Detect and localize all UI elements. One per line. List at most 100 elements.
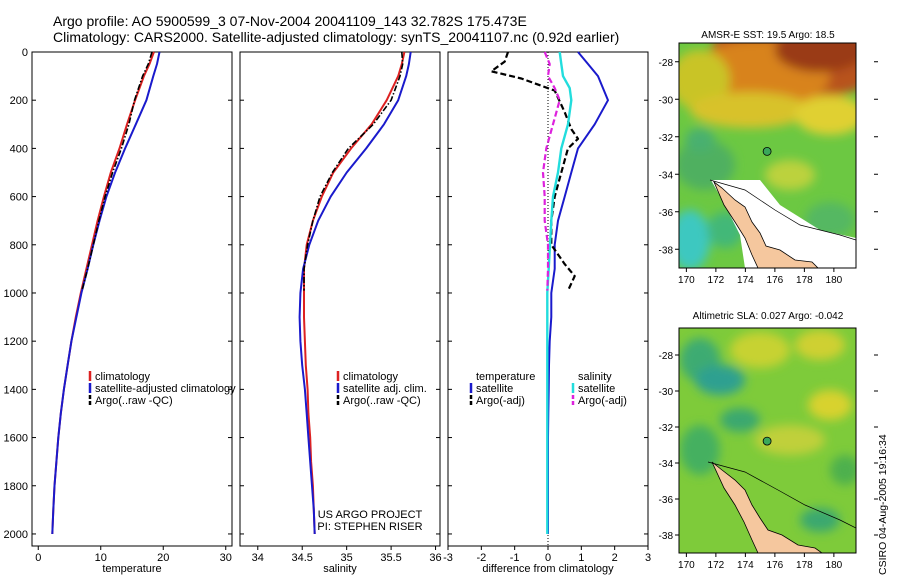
map-x-tick-label: 174	[737, 275, 754, 286]
x-tick-label: 34.5	[292, 552, 313, 564]
temperature-panel: 0 200 400 600 800 1000 1200 1400 1600 1800 2000 0 1…	[4, 47, 237, 575]
sla-map-frame	[678, 327, 857, 554]
x-tick-label: 10	[95, 552, 107, 564]
legend-label: satellite-adjusted climatology	[95, 383, 236, 395]
legend-label: climatology	[343, 371, 399, 383]
series-line-temperature-argo-adj-	[490, 51, 580, 292]
salinity-xlabel: salinity	[323, 563, 357, 575]
y-tick-label: 1200	[4, 336, 28, 348]
series-line-salinity-satellite	[546, 51, 573, 534]
temperature-series	[51, 51, 161, 535]
difference-series	[490, 51, 609, 534]
x-tick-label: 34	[252, 552, 264, 564]
series-line-salinity-argo-adj-	[541, 51, 561, 291]
map-y-tick-label: -36	[659, 208, 674, 219]
figure-header: Argo profile: AO 5900599_3 07-Nov-2004 2…	[53, 13, 619, 45]
sst-field	[679, 43, 856, 268]
x-tick-label: 3	[645, 552, 651, 564]
sla-map: 170 172 174 176 178 180 -28 -30 -32 -34 -36 -38	[659, 327, 878, 571]
y-tick-label: 2000	[4, 529, 28, 541]
series-line-satellite-adj-clim-	[298, 51, 412, 535]
y-tick-label: 400	[10, 143, 28, 155]
map-x-tick-label: 178	[796, 560, 813, 571]
salinity-series	[298, 51, 412, 535]
x-tick-label: -2	[476, 552, 486, 564]
difference-panel: -3 -2 -1 0 1 2 3 difference from climatology t…	[443, 51, 651, 575]
y-tick-label: 1400	[4, 384, 28, 396]
sst-float-marker	[762, 146, 772, 156]
profile-title: Argo profile: AO 5900599_3 07-Nov-2004 2…	[53, 13, 527, 29]
map-x-tick-label: 170	[678, 275, 695, 286]
y-tick-label: 1000	[4, 288, 28, 300]
x-tick-label: 0	[545, 552, 551, 564]
map-x-tick-label: 170	[678, 560, 695, 571]
sst-map-title: AMSR-E SST: 19.5 Argo: 18.5	[701, 30, 835, 41]
x-tick-label: 35	[341, 552, 353, 564]
sst-depth-contour	[709, 179, 856, 241]
map-y-tick-label: -34	[659, 170, 674, 181]
map-x-tick-label: 180	[826, 275, 843, 286]
sst-map: 170 172 174 176 178 180 -28 -30 -32 -34 -36 -38	[659, 42, 878, 286]
series-line-argo-raw-qc-	[81, 51, 153, 291]
map-y-tick-label: -36	[659, 495, 674, 506]
legend-label: satellite	[578, 383, 615, 395]
salinity-axis: 34 34.5 35 35.5 36	[252, 546, 442, 564]
map-y-tick-label: -32	[659, 423, 674, 434]
sst-landmass	[713, 180, 819, 268]
map-x-tick-label: 178	[796, 275, 813, 286]
x-tick-label: -1	[510, 552, 520, 564]
sla-map-title: Altimetric SLA: 0.027 Argo: -0.042	[693, 311, 844, 322]
x-tick-label: 35.5	[380, 552, 401, 564]
legend-label: satellite	[476, 383, 513, 395]
difference-depth-ticks	[448, 51, 648, 535]
series-line-argo-raw-qc-	[303, 51, 404, 291]
pi-label: PI: STEPHEN RISER	[317, 521, 422, 533]
map-x-tick-label: 172	[708, 560, 725, 571]
map-x-tick-label: 174	[737, 560, 754, 571]
temperature-axis: 0 10 20 30	[35, 546, 232, 564]
x-tick-label: 2	[612, 552, 618, 564]
map-x-tick-label: 172	[708, 275, 725, 286]
map-y-tick-label: -30	[659, 387, 674, 398]
map-y-tick-label: -28	[659, 58, 674, 69]
y-tick-label: 0	[22, 47, 28, 59]
legend-label: climatology	[95, 371, 151, 383]
legend-label: Argo(..raw -QC)	[343, 395, 421, 407]
legend-label: Argo(-adj)	[578, 395, 627, 407]
map-y-tick-label: -38	[659, 245, 674, 256]
difference-legend: temperaturesatelliteArgo(-adj)salinitysa…	[469, 371, 627, 407]
y-tick-label: 1800	[4, 481, 28, 493]
sla-map-axes: 170 172 174 176 178 180 -28 -30 -32 -34 -36 -38	[659, 351, 878, 571]
y-tick-label: 1600	[4, 433, 28, 445]
map-x-tick-label: 176	[767, 560, 784, 571]
x-tick-label: -3	[443, 552, 453, 564]
salinity-depth-ticks	[240, 51, 440, 535]
y-tick-label: 200	[10, 95, 28, 107]
difference-xlabel: difference from climatology	[482, 563, 614, 575]
x-tick-label: 36	[429, 552, 441, 564]
sst-map-axes: 170 172 174 176 178 180 -28 -30 -32 -34 -36 -38	[659, 58, 878, 286]
project-label: US ARGO PROJECT	[318, 509, 423, 521]
climatology-title: Climatology: CARS2000. Satellite-adjuste…	[53, 29, 620, 45]
x-tick-label: 1	[578, 552, 584, 564]
y-tick-label: 800	[10, 240, 28, 252]
map-y-tick-label: -34	[659, 459, 674, 470]
sla-float-marker	[762, 436, 772, 446]
salinity-panel: 34 34.5 35 35.5 36 salinity climatologysatel…	[239, 51, 442, 575]
difference-axis: -3 -2 -1 0 1 2 3	[443, 546, 651, 564]
sla-depth-contour	[707, 461, 856, 529]
x-tick-label: 20	[157, 552, 169, 564]
map-x-tick-label: 180	[826, 560, 843, 571]
salinity-plot-frame	[239, 51, 441, 547]
legend-label: Argo(..raw -QC)	[95, 395, 173, 407]
sla-field	[680, 330, 856, 532]
x-tick-label: 0	[35, 552, 41, 564]
sst-missing-data	[711, 180, 856, 268]
depth-axis: 0 200 400 600 800 1000 1200 1400 1600 1800 2000	[4, 47, 232, 541]
map-y-tick-label: -28	[659, 351, 674, 362]
legend-label: temperature	[476, 371, 535, 383]
temperature-xlabel: temperature	[102, 563, 161, 575]
